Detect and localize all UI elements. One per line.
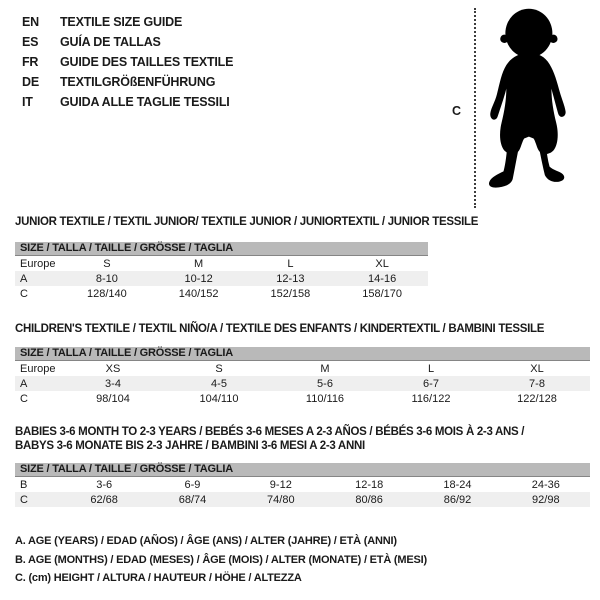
table-row: C 128/140 140/152 152/158 158/170 (15, 286, 428, 301)
language-row-es: ES GUÍA DE TALLAS (22, 32, 233, 52)
table-cell: 4-5 (211, 377, 227, 390)
table-cell: 6-9 (184, 478, 201, 491)
table-cell: 68/74 (178, 493, 207, 506)
guide-title-it: GUIDA ALLE TAGLIE TESSILI (60, 95, 230, 109)
language-row-de: DE TEXTILGRÖßENFÜHRUNG (22, 72, 233, 92)
table-cell: Europe (20, 362, 56, 375)
table-cell: A (20, 272, 28, 285)
table-cell: S (103, 257, 111, 270)
table-cell: C (20, 392, 28, 405)
table-cell: M (194, 257, 204, 270)
size-header-band: SIZE / TALLA / TAILLE / GRÖSSE / TAGLIA (15, 347, 590, 361)
table-cell: 3-6 (96, 478, 113, 491)
size-header-band: SIZE / TALLA / TAILLE / GRÖSSE / TAGLIA (15, 242, 428, 256)
baby-silhouette-icon (488, 8, 566, 188)
measurement-legend: A. AGE (YEARS) / EDAD (AÑOS) / ÂGE (ANS)… (15, 532, 427, 588)
table-cell: 98/104 (96, 392, 130, 405)
language-title-list: EN TEXTILE SIZE GUIDE ES GUÍA DE TALLAS … (22, 12, 233, 112)
table-cell: S (215, 362, 223, 375)
table-row: C 98/104 104/110 110/116 116/122 122/128 (15, 391, 590, 406)
table-cell: 18-24 (443, 478, 472, 491)
language-code: EN (22, 15, 39, 29)
table-cell: A (20, 377, 28, 390)
table-cell: 152/158 (270, 287, 311, 300)
table-cell: C (20, 287, 28, 300)
table-row: A 3-4 4-5 5-6 6-7 7-8 (15, 376, 590, 391)
language-row-en: EN TEXTILE SIZE GUIDE (22, 12, 233, 32)
junior-table-grid: Europe S M L XL A 8-10 10-12 12-13 14-16… (15, 256, 428, 301)
children-table-grid: Europe XS S M L XL A 3-4 4-5 5-6 6-7 7-8… (15, 361, 590, 406)
table-row: C 62/68 68/74 74/80 80/86 86/92 92/98 (15, 492, 590, 507)
table-cell: 116/122 (411, 392, 451, 405)
guide-title-en: TEXTILE SIZE GUIDE (60, 15, 183, 29)
table-cell: 12-13 (276, 272, 305, 285)
table-cell: 8-10 (95, 272, 118, 285)
babies-table-title-line2: BABYS 3-6 MONATE BIS 2-3 JAHRE / BAMBINI… (15, 440, 365, 452)
table-cell: 24-36 (531, 478, 560, 491)
legend-line-b: B. AGE (MONTHS) / EDAD (MESES) / ÂGE (MO… (15, 553, 427, 566)
table-cell: L (427, 362, 435, 375)
table-cell: 104/110 (199, 392, 239, 405)
table-cell: 140/152 (178, 287, 219, 300)
guide-title-fr: GUIDE DES TAILLES TEXTILE (60, 55, 234, 69)
table-cell: 128/140 (86, 287, 127, 300)
table-cell: 12-18 (355, 478, 384, 491)
language-code: IT (22, 95, 33, 109)
table-cell: 14-16 (368, 272, 397, 285)
table-row: A 8-10 10-12 12-13 14-16 (15, 271, 428, 286)
table-cell: 9-12 (269, 478, 292, 491)
table-cell: 3-4 (105, 377, 121, 390)
children-table-title: CHILDREN'S TEXTILE / TEXTIL NIÑO/A / TEX… (15, 323, 545, 335)
children-size-table: CHILDREN'S TEXTILE / TEXTIL NIÑO/A / TEX… (15, 322, 590, 406)
table-cell: L (287, 257, 294, 270)
table-cell: Europe (20, 257, 56, 270)
height-measure-dotted-line (474, 8, 476, 208)
table-cell: XS (105, 362, 121, 375)
junior-size-table: JUNIOR TEXTILE / TEXTIL JUNIOR/ TEXTILE … (15, 215, 479, 301)
table-cell: 62/68 (90, 493, 118, 506)
table-cell: 110/116 (305, 392, 345, 405)
table-cell: 7-8 (529, 377, 545, 390)
language-code: FR (22, 55, 39, 69)
height-measure-label: C (452, 104, 462, 118)
babies-size-table: BABIES 3-6 MONTH TO 2-3 YEARS / BEBÉS 3-… (15, 425, 590, 507)
table-cell: 74/80 (267, 493, 295, 506)
guide-title-es: GUÍA DE TALLAS (60, 35, 161, 49)
table-row: Europe XS S M L XL (15, 361, 590, 376)
babies-table-grid: B 3-6 6-9 9-12 12-18 18-24 24-36 C 62/68… (15, 477, 590, 507)
table-cell: M (320, 362, 330, 375)
table-cell: 10-12 (184, 272, 213, 285)
legend-line-a: A. AGE (YEARS) / EDAD (AÑOS) / ÂGE (ANS)… (15, 535, 397, 547)
babies-table-title-line1: BABIES 3-6 MONTH TO 2-3 YEARS / BEBÉS 3-… (15, 426, 525, 438)
table-cell: 80/86 (355, 493, 383, 506)
table-cell: 158/170 (362, 287, 402, 300)
junior-table-title: JUNIOR TEXTILE / TEXTIL JUNIOR/ TEXTILE … (15, 216, 479, 228)
language-code: ES (22, 35, 39, 49)
language-row-fr: FR GUIDE DES TAILLES TEXTILE (22, 52, 233, 72)
table-cell: 86/92 (443, 493, 472, 506)
table-row: Europe S M L XL (15, 256, 428, 271)
table-cell: XL (530, 362, 544, 375)
table-cell: XL (375, 257, 389, 270)
language-row-it: IT GUIDA ALLE TAGLIE TESSILI (22, 92, 233, 112)
table-cell: 6-7 (423, 377, 439, 390)
table-row: B 3-6 6-9 9-12 12-18 18-24 24-36 (15, 477, 590, 492)
guide-title-de: TEXTILGRÖßENFÜHRUNG (60, 75, 216, 89)
language-code: DE (22, 75, 39, 89)
table-cell: 122/128 (517, 392, 557, 405)
table-cell: B (20, 478, 28, 491)
table-cell: 5-6 (317, 377, 333, 390)
table-cell: C (20, 493, 28, 506)
legend-line-c: C. (cm) HEIGHT / ALTURA / HAUTEUR / HÖHE… (15, 572, 302, 584)
table-cell: 92/98 (532, 493, 560, 506)
size-header-band: SIZE / TALLA / TAILLE / GRÖSSE / TAGLIA (15, 463, 590, 477)
